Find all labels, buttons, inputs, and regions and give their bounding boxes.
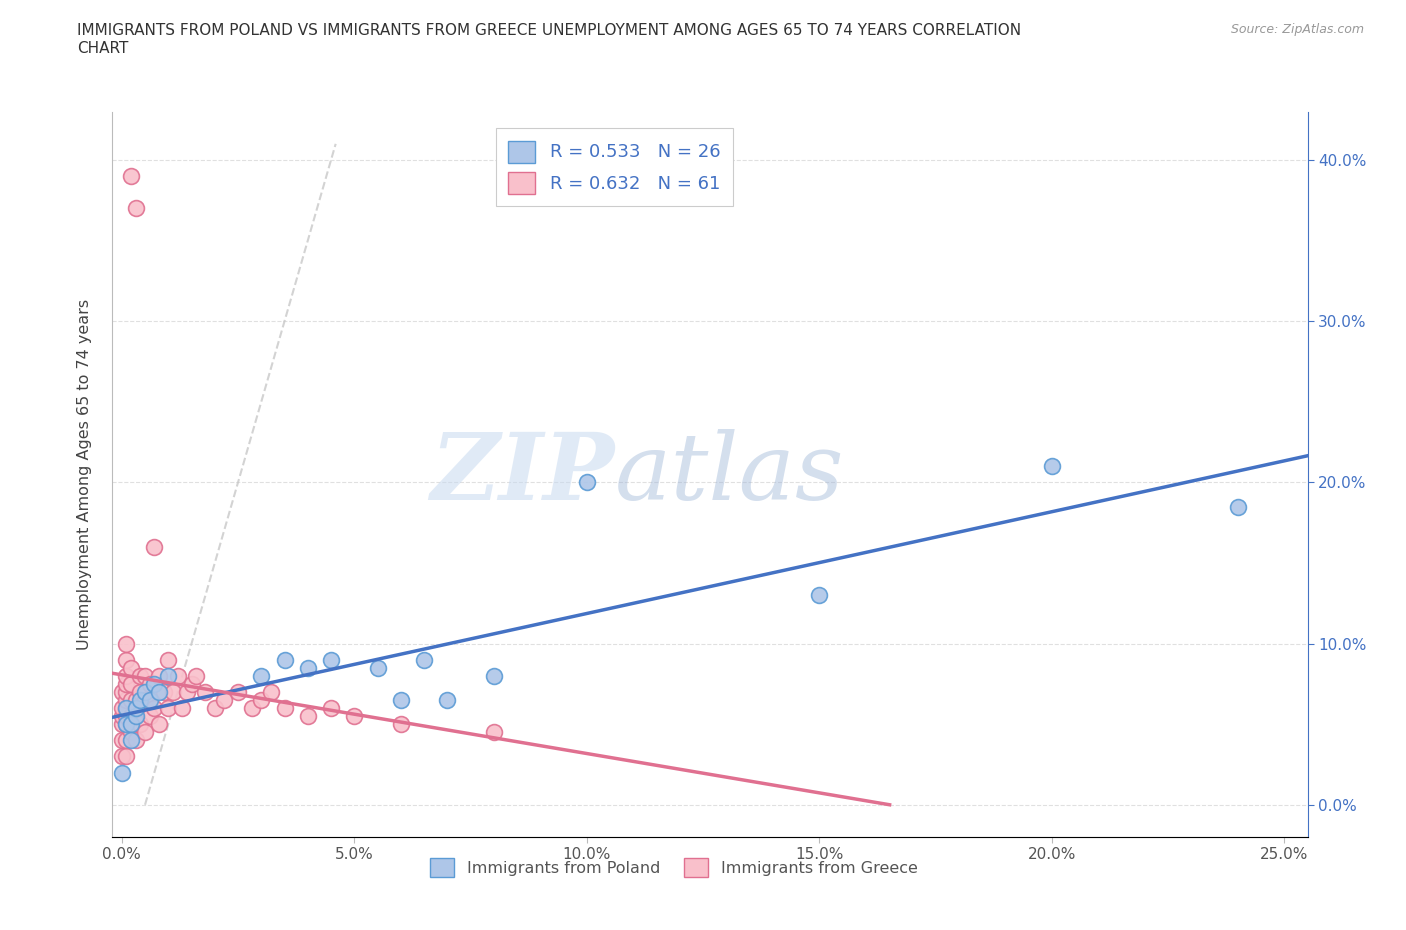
Point	[259, 684, 281, 699]
Point	[129, 669, 152, 684]
Point	[367, 660, 389, 675]
Text: IMMIGRANTS FROM POLAND VS IMMIGRANTS FROM GREECE UNEMPLOYMENT AMONG AGES 65 TO 7: IMMIGRANTS FROM POLAND VS IMMIGRANTS FRO…	[77, 23, 1021, 56]
Point	[162, 684, 184, 699]
Point	[120, 709, 142, 724]
Point	[157, 700, 180, 715]
Point	[226, 684, 249, 699]
Point	[166, 669, 188, 684]
Y-axis label: Unemployment Among Ages 65 to 74 years: Unemployment Among Ages 65 to 74 years	[77, 299, 91, 650]
Point	[115, 717, 138, 732]
Point	[115, 636, 138, 651]
Point	[319, 652, 342, 667]
Text: ZIP: ZIP	[430, 430, 614, 519]
Point	[111, 733, 134, 748]
Point	[152, 684, 174, 699]
Point	[115, 684, 138, 699]
Text: atlas: atlas	[614, 430, 844, 519]
Legend: Immigrants from Poland, Immigrants from Greece: Immigrants from Poland, Immigrants from …	[425, 851, 924, 884]
Point	[143, 539, 166, 554]
Point	[134, 684, 156, 699]
Point	[115, 749, 138, 764]
Point	[115, 709, 138, 724]
Text: Source: ZipAtlas.com: Source: ZipAtlas.com	[1230, 23, 1364, 36]
Point	[120, 717, 142, 732]
Point	[138, 676, 160, 691]
Point	[575, 475, 598, 490]
Point	[111, 749, 134, 764]
Point	[273, 700, 295, 715]
Point	[194, 684, 217, 699]
Point	[273, 652, 295, 667]
Point	[297, 660, 319, 675]
Point	[115, 700, 138, 715]
Point	[115, 717, 138, 732]
Point	[180, 676, 202, 691]
Point	[297, 709, 319, 724]
Point	[125, 700, 148, 715]
Point	[120, 724, 142, 739]
Point	[250, 669, 273, 684]
Point	[111, 717, 134, 732]
Point	[482, 669, 505, 684]
Point	[148, 669, 170, 684]
Point	[120, 676, 142, 691]
Point	[172, 700, 194, 715]
Point	[1040, 458, 1063, 473]
Point	[157, 669, 180, 684]
Point	[111, 709, 134, 724]
Point	[482, 724, 505, 739]
Point	[143, 676, 166, 691]
Point	[389, 717, 412, 732]
Point	[111, 684, 134, 699]
Point	[129, 717, 152, 732]
Point	[115, 693, 138, 708]
Point	[115, 676, 138, 691]
Point	[250, 693, 273, 708]
Point	[143, 700, 166, 715]
Point	[120, 168, 142, 183]
Point	[413, 652, 436, 667]
Point	[125, 709, 148, 724]
Point	[129, 684, 152, 699]
Point	[240, 700, 263, 715]
Point	[120, 693, 142, 708]
Point	[157, 652, 180, 667]
Point	[1226, 499, 1249, 514]
Point	[111, 700, 134, 715]
Point	[186, 669, 208, 684]
Point	[808, 588, 831, 603]
Point	[115, 669, 138, 684]
Point	[129, 693, 152, 708]
Point	[120, 733, 142, 748]
Point	[115, 700, 138, 715]
Point	[389, 693, 412, 708]
Point	[134, 693, 156, 708]
Point	[138, 693, 160, 708]
Point	[125, 733, 148, 748]
Point	[212, 693, 235, 708]
Point	[343, 709, 366, 724]
Point	[134, 669, 156, 684]
Point	[148, 717, 170, 732]
Point	[120, 660, 142, 675]
Point	[125, 709, 148, 724]
Point	[111, 765, 134, 780]
Point	[138, 709, 160, 724]
Point	[125, 693, 148, 708]
Point	[204, 700, 226, 715]
Point	[148, 684, 170, 699]
Point	[115, 652, 138, 667]
Point	[115, 733, 138, 748]
Point	[176, 684, 198, 699]
Point	[436, 693, 458, 708]
Point	[125, 201, 148, 216]
Point	[319, 700, 342, 715]
Point	[134, 724, 156, 739]
